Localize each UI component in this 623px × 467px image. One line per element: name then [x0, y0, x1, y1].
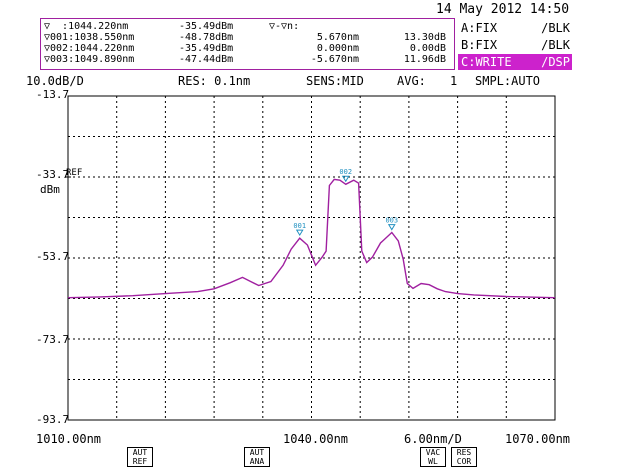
y-tick-label: -93.7	[36, 413, 70, 426]
average-label: AVG:	[397, 74, 426, 88]
y-tick-label: -53.7	[36, 250, 70, 263]
trace-c-status[interactable]: C:WRITE /DSP	[458, 54, 572, 70]
trace-mode: C:WRITE	[461, 55, 512, 69]
marker-delta-wl: ▽-▽n:	[269, 21, 300, 32]
marker-wavelength: ▽002:1044.220nm	[44, 43, 135, 54]
resolution-label: RES: 0.1nm	[178, 74, 251, 88]
marker-level: -48.78dBm	[179, 32, 234, 43]
trace-display: /DSP	[541, 55, 570, 69]
y-tick-label: -13.7	[36, 88, 70, 101]
resolution-correction-button[interactable]: RES COR	[451, 447, 477, 467]
trace-mode: B:FIX	[461, 38, 498, 52]
marker-level: -47.44dBm	[179, 54, 234, 65]
datetime-label: 14 May 2012 14:50	[436, 2, 570, 17]
x-span-label: 6.00nm/D	[404, 432, 462, 446]
trace-a-status[interactable]: A:FIX /BLK	[458, 20, 572, 36]
x-center-label: 1040.00nm	[283, 432, 349, 446]
marker-delta-wl: 5.670nm	[316, 32, 359, 43]
marker-triangle-icon	[387, 224, 396, 231]
sensitivity-label: SENS:MID	[306, 74, 364, 88]
average-value: 1	[450, 74, 458, 88]
marker-wavelength: ▽003:1049.890nm	[44, 54, 135, 65]
marker-delta-wl: -5.670nm	[310, 54, 359, 65]
marker-delta-lvl: 0.00dB	[409, 43, 446, 54]
x-stop-label: 1070.00nm	[505, 432, 571, 446]
marker-delta-lvl: 13.30dB	[403, 32, 446, 43]
trace-mode: A:FIX	[461, 21, 498, 35]
trace-status-panel: A:FIX /BLK B:FIX /BLK C:WRITE /DSP	[458, 18, 576, 70]
softkey-line1: RES	[456, 448, 472, 457]
auto-analysis-button[interactable]: AUT ANA	[244, 447, 270, 467]
scale-label: 10.0dB/D	[26, 74, 84, 88]
marker-triangle-icon	[341, 175, 350, 183]
trace-display: /BLK	[541, 38, 570, 52]
marker-tag-label: 002	[339, 168, 352, 176]
marker-readout-panel: ▽ :1044.220nm -35.49dBm ▽-▽n: ▽001:1038.…	[40, 18, 455, 70]
marker-level: -35.49dBm	[179, 43, 234, 54]
ref-label: REF	[66, 168, 83, 178]
plot-frame	[67, 95, 556, 421]
softkey-line2: ANA	[249, 457, 265, 466]
marker-wavelength: ▽ :1044.220nm	[44, 21, 129, 32]
trace-display: /BLK	[541, 21, 570, 35]
softkey-line1: VAC	[425, 448, 441, 457]
auto-ref-button[interactable]: AUT REF	[127, 447, 153, 467]
marker-tag-label: 001	[293, 222, 306, 230]
spectrum-trace	[67, 178, 556, 299]
trace-b-status[interactable]: B:FIX /BLK	[458, 37, 572, 53]
sampling-label: SMPL:AUTO	[475, 74, 541, 88]
softkey-line2: COR	[456, 457, 472, 466]
y-tick-label: -73.7	[36, 333, 70, 346]
marker-delta-lvl: 11.96dB	[403, 54, 446, 65]
vacuum-wl-button[interactable]: VAC WL	[420, 447, 446, 467]
softkey-line1: AUT	[249, 448, 265, 457]
softkey-line2: REF	[132, 457, 148, 466]
marker-delta-wl: 0.000nm	[316, 43, 359, 54]
marker-triangle-icon	[295, 229, 304, 237]
y-tick-label: -33.7	[36, 168, 70, 181]
marker-level: -35.49dBm	[179, 21, 234, 32]
x-start-label: 1010.00nm	[36, 432, 102, 446]
marker-tag-label: 003	[385, 217, 398, 225]
softkey-line1: AUT	[132, 448, 148, 457]
softkey-line2: WL	[428, 457, 438, 466]
y-unit-label: dBm	[40, 183, 60, 196]
marker-wavelength: ▽001:1038.550nm	[44, 32, 135, 43]
